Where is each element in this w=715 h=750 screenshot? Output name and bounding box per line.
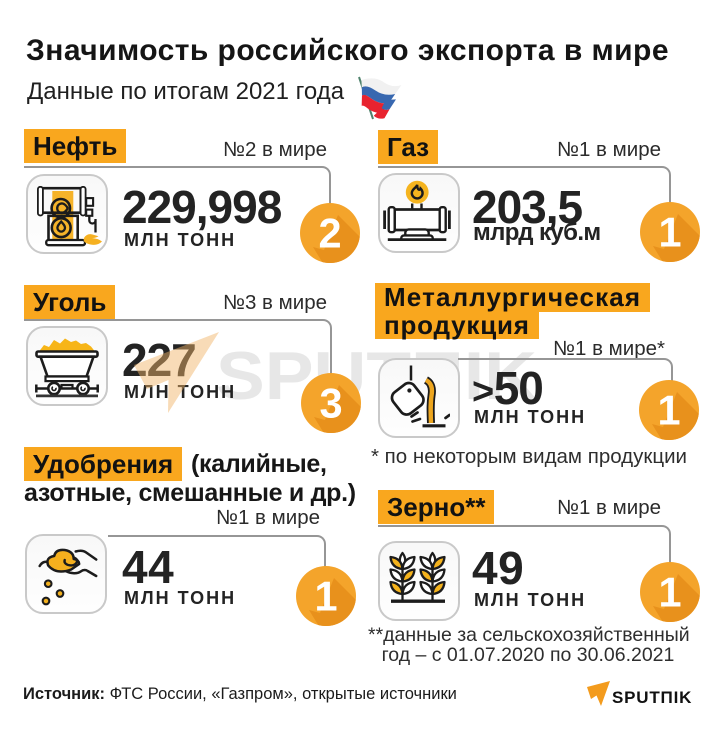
svg-text:1: 1 [658,209,681,256]
svg-text:1: 1 [658,569,681,616]
svg-text:SPUTΠIK: SPUTΠIK [612,688,692,707]
svg-text:3: 3 [319,380,342,427]
svg-text:1: 1 [657,387,680,434]
svg-text:1: 1 [314,573,337,620]
svg-text:SPUTΠIK: SPUTΠIK [216,338,537,414]
svg-text:2: 2 [318,210,341,257]
